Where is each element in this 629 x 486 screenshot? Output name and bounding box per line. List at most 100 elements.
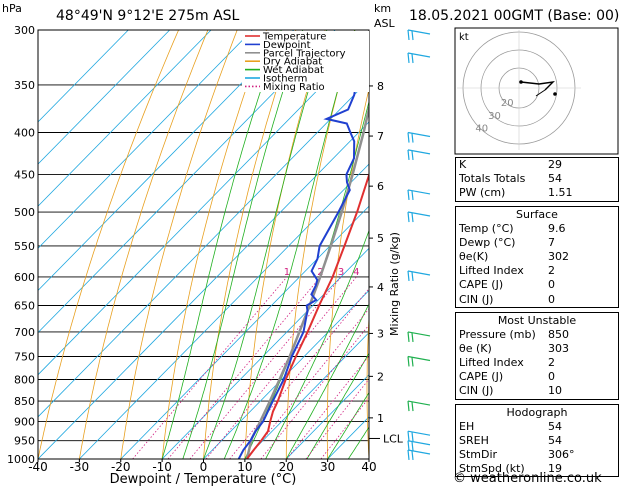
hodograph-index-value: 54 [548, 433, 562, 447]
mixing-ratio-label: 15 [426, 267, 439, 278]
hodograph-index-value: 54 [548, 419, 562, 433]
legend-label: Temperature [262, 32, 326, 43]
most-unstable-index-value: 850 [548, 327, 569, 341]
km-tick-label: 3 [377, 327, 384, 340]
pressure-tick-label: 1000 [7, 453, 35, 466]
dry-adiabat [120, 30, 238, 459]
index-row: K 29 [456, 158, 618, 172]
wind-barb-flag [411, 53, 414, 64]
hodograph-trace [520, 81, 555, 91]
hodograph-index-row: EH 54 [456, 420, 618, 434]
pressure-tick-label: 500 [14, 206, 35, 219]
wind-barb-flag [407, 449, 410, 461]
wind-barb-staff [407, 400, 431, 406]
parcel-trajectory-line [245, 103, 369, 459]
lcl-label: LCL [383, 432, 404, 445]
mixing-ratio-label: 2 [317, 267, 323, 278]
surface-index-row: Temp (°C) 9.6 [456, 222, 618, 236]
mixing-ratio-label: 1 [284, 267, 290, 278]
dry-adiabat [326, 87, 369, 459]
most-unstable-index-row: CIN (J) 10 [456, 384, 618, 398]
wet-adiabat [327, 391, 369, 459]
chart-title-left: 48°49'N 9°12'E 275m ASL [56, 8, 240, 24]
hodograph-index-value: 306° [548, 448, 575, 461]
pressure-tick-label: 850 [14, 395, 35, 408]
dry-adiabat [203, 30, 297, 459]
indices-panel: K 29 Totals Totals 54 PW (cm) 1.51 Surface Te… [455, 157, 619, 481]
legend-label: Mixing Ratio [263, 82, 325, 93]
wind-barb-staff [407, 430, 431, 436]
x-tick-label: -20 [111, 460, 131, 474]
km-label: km [374, 2, 391, 15]
legend-label: Dry Adiabat [263, 57, 322, 68]
surface-index-value: 0 [548, 292, 555, 306]
wind-barb-staff [407, 211, 431, 217]
storm-motion-point [553, 92, 557, 96]
mixing-ratio-line [205, 276, 357, 459]
mixing-ratio-label: 3 [338, 267, 344, 278]
hodograph-index-label: SREH [459, 433, 489, 447]
surface-index-label: Lifted Index [459, 264, 524, 278]
most-unstable-index-label: Lifted Index [459, 356, 524, 370]
index-value: 1.51 [548, 186, 573, 200]
most-unstable-index-label: CIN (J) [459, 384, 494, 398]
pressure-tick-label: 700 [14, 326, 35, 339]
hodograph-ring-label: 20 [501, 98, 514, 109]
mixing-ratio-line [189, 276, 342, 459]
surface-index-value: 0 [548, 278, 555, 292]
x-axis-label: Dewpoint / Temperature (°C) [110, 472, 297, 486]
surface-box: Surface Temp (°C) 9.6 Dewp (°C) 7 θe(K) 302 Li… [455, 205, 619, 308]
mixing-ratio-line [260, 324, 369, 459]
chart-axes: 3003504004505005506006507007508008509009… [7, 24, 404, 474]
wind-barb-flag [411, 212, 414, 223]
wind-barb-flag [411, 332, 414, 342]
chart-title-right: 18.05.2021 00GMT (Base: 00) [409, 8, 619, 24]
pressure-tick-label: 350 [14, 79, 35, 92]
wind-barb-staff [407, 131, 431, 138]
footer-credit: © weatheronline.co.uk [453, 471, 602, 486]
wind-barb-flag [407, 356, 410, 367]
surface-index-label: Temp (°C) [459, 221, 514, 235]
wind-barb-flag [411, 190, 414, 201]
wind-barb-flag [407, 211, 410, 223]
most-unstable-index-value: 10 [548, 384, 562, 398]
km-tick-label: 7 [377, 130, 384, 143]
legend-background [242, 31, 369, 92]
km-tick-label: 1 [377, 412, 384, 425]
legend-label: Dewpoint [263, 40, 311, 51]
hodograph-index-label: EH [459, 419, 475, 433]
most-unstable-index-value: 0 [548, 370, 555, 384]
hodograph-index-row: StmDir 306° [456, 448, 618, 462]
surface-index-label: Dewp (°C) [459, 235, 516, 249]
isotherm-line [79, 163, 369, 459]
wind-barb-flag [407, 132, 410, 143]
surface-index-value: 9.6 [548, 221, 566, 235]
y-unit-label: hPa [2, 2, 22, 15]
isotherm-line [38, 30, 336, 334]
hodograph-index-row: SREH 54 [456, 434, 618, 448]
wind-barb-flag [407, 401, 410, 412]
mixing-ratio-label: 6 [375, 267, 381, 278]
indices-box: K 29 Totals Totals 54 PW (cm) 1.51 [455, 157, 619, 202]
wet-adiabat [182, 30, 304, 459]
x-tick-label: 10 [237, 460, 252, 474]
surface-index-label: CAPE (J) [459, 278, 504, 292]
wind-barb-staff [407, 52, 431, 58]
hodograph-indices-title: Hodograph [506, 405, 568, 419]
wind-barb-staff [407, 355, 431, 362]
chart-series [237, 65, 369, 459]
isotherm-line [161, 247, 369, 459]
mixing-ratio-line [286, 355, 369, 459]
km-tick-label: 2 [377, 370, 384, 383]
isotherm-line [38, 30, 253, 249]
wind-barb-flag [411, 133, 414, 143]
pressure-tick-label: 950 [14, 435, 35, 448]
most-unstable-index-value: 303 [548, 341, 569, 355]
x-tick-label: -30 [70, 460, 90, 474]
most-unstable-box: Most Unstable Pressure (mb) 850 θe (K) 303 L… [455, 311, 619, 400]
hodograph-ring-label: 40 [475, 124, 488, 135]
hodograph-index-label: StmDir [459, 448, 498, 461]
pressure-tick-label: 800 [14, 373, 35, 386]
mixing-ratio-axis-label: Mixing Ratio (g/kg) [388, 232, 401, 336]
